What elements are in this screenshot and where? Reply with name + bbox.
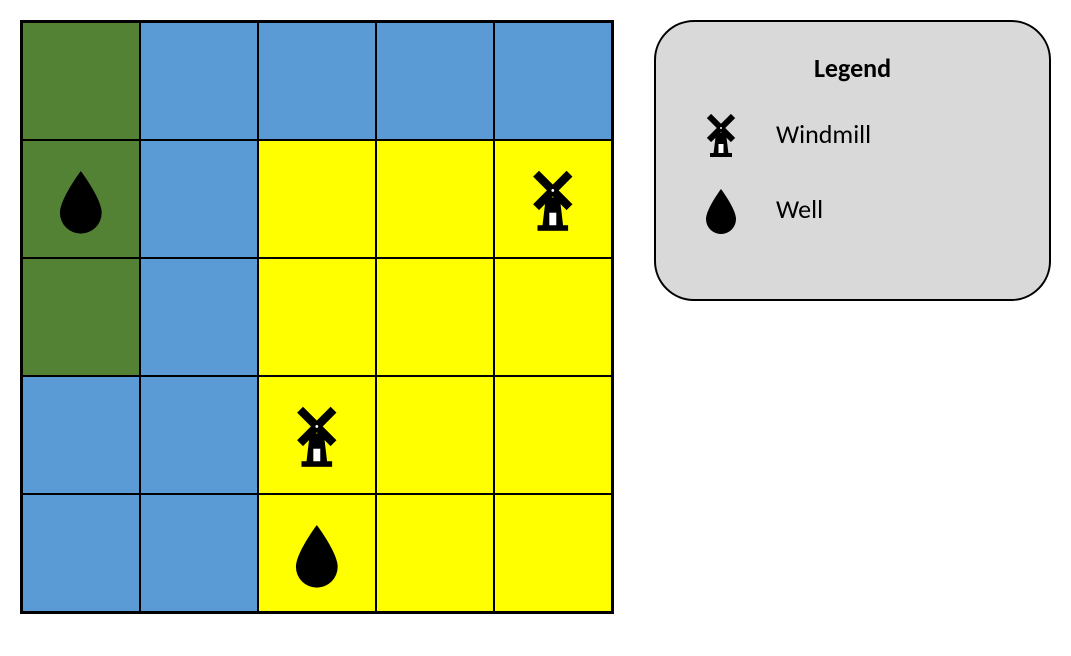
grid-cell	[376, 258, 494, 376]
legend-item: Well	[696, 184, 1009, 234]
well-marker	[46, 164, 116, 234]
well-icon	[696, 184, 746, 234]
legend-items: Windmill Well	[696, 109, 1009, 234]
diagram-container: Legend Windmill Well	[20, 20, 1051, 614]
grid-cell	[494, 376, 612, 494]
windmill-icon	[282, 400, 352, 470]
grid-cell	[258, 22, 376, 140]
legend-label: Windmill	[776, 118, 871, 150]
grid-cell	[22, 376, 140, 494]
legend-item: Windmill	[696, 109, 1009, 159]
grid-cell	[22, 140, 140, 258]
legend-title: Legend	[696, 52, 1009, 84]
grid-cell	[376, 140, 494, 258]
map-grid	[20, 20, 614, 614]
grid-cell	[376, 376, 494, 494]
windmill-icon	[696, 109, 746, 159]
grid-cell	[258, 376, 376, 494]
windmill-icon	[518, 164, 588, 234]
windmill-marker	[518, 164, 588, 234]
grid-cell	[258, 140, 376, 258]
grid-cell	[22, 258, 140, 376]
grid-cell	[258, 258, 376, 376]
grid-cell	[494, 140, 612, 258]
windmill-marker	[282, 400, 352, 470]
grid-cell	[376, 22, 494, 140]
legend-panel: Legend Windmill Well	[654, 20, 1051, 301]
windmill-icon	[696, 109, 746, 159]
grid-cell	[22, 22, 140, 140]
grid-cell	[22, 494, 140, 612]
grid-cell	[494, 494, 612, 612]
well-marker	[282, 518, 352, 588]
grid-cell	[494, 22, 612, 140]
grid-cell	[376, 494, 494, 612]
grid-cell	[140, 258, 258, 376]
well-icon	[696, 184, 746, 234]
grid-cell	[258, 494, 376, 612]
well-icon	[46, 164, 116, 234]
legend-label: Well	[776, 193, 823, 225]
grid-cell	[140, 22, 258, 140]
grid-cell	[494, 258, 612, 376]
well-icon	[282, 518, 352, 588]
grid-cell	[140, 494, 258, 612]
grid-cell	[140, 140, 258, 258]
grid-cell	[140, 376, 258, 494]
